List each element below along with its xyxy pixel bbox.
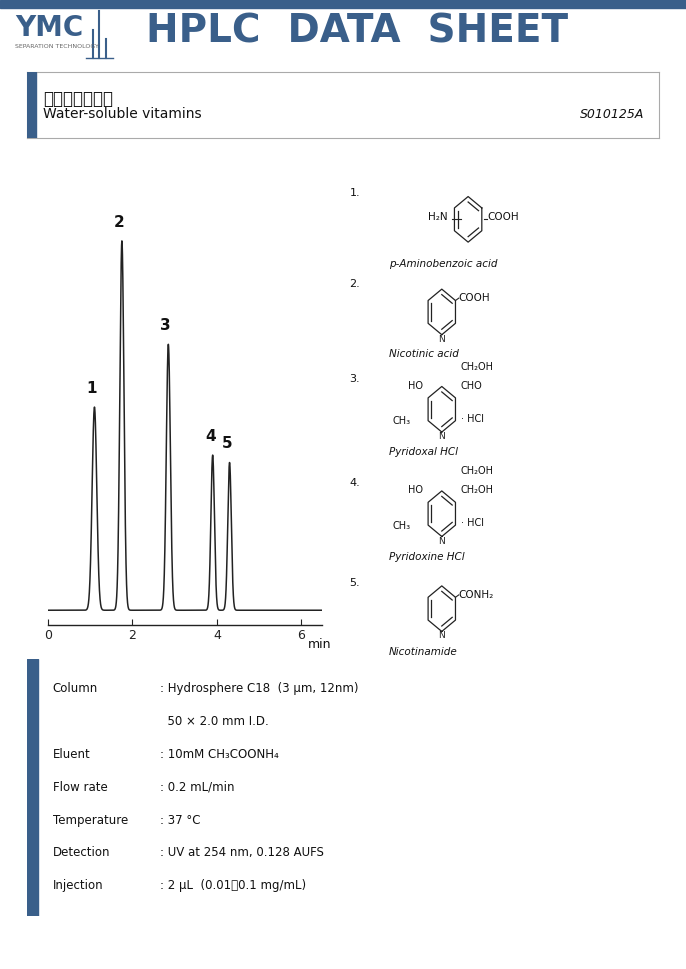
Text: : 37 °C: : 37 °C <box>160 814 200 827</box>
Text: Eluent: Eluent <box>53 748 91 761</box>
Text: COOH: COOH <box>459 294 490 303</box>
Text: 1.: 1. <box>350 188 360 199</box>
Bar <box>27 659 38 916</box>
Text: · HCl: · HCl <box>461 518 484 528</box>
Bar <box>27 72 36 138</box>
Text: CH₃: CH₃ <box>392 520 410 531</box>
Text: HO: HO <box>407 484 423 495</box>
Text: CH₃: CH₃ <box>392 416 410 426</box>
Text: N: N <box>438 632 445 641</box>
Text: CONH₂: CONH₂ <box>459 590 494 600</box>
Text: Column: Column <box>53 682 98 695</box>
Text: SEPARATION TECHNOLOGY: SEPARATION TECHNOLOGY <box>15 44 99 49</box>
Text: min: min <box>307 638 331 651</box>
Text: : 0.2 mL/min: : 0.2 mL/min <box>160 781 235 794</box>
Text: Flow rate: Flow rate <box>53 781 108 794</box>
Text: Nicotinamide: Nicotinamide <box>389 646 458 657</box>
Text: · HCl: · HCl <box>461 414 484 423</box>
Text: H₂N: H₂N <box>428 212 448 222</box>
Text: 2: 2 <box>114 215 125 230</box>
Text: CH₂OH: CH₂OH <box>461 466 494 476</box>
Text: : 2 μL  (0.01～0.1 mg/mL): : 2 μL (0.01～0.1 mg/mL) <box>160 879 306 892</box>
Text: 3.: 3. <box>350 374 360 384</box>
Text: 4: 4 <box>205 429 215 444</box>
Text: 50 × 2.0 mm I.D.: 50 × 2.0 mm I.D. <box>160 715 269 728</box>
Text: HPLC  DATA  SHEET: HPLC DATA SHEET <box>145 13 568 50</box>
Text: COOH: COOH <box>487 212 519 222</box>
Text: N: N <box>438 537 445 546</box>
Text: Nicotinic acid: Nicotinic acid <box>389 349 459 359</box>
Text: p-Aminobenzoic acid: p-Aminobenzoic acid <box>389 259 497 268</box>
Text: 5.: 5. <box>350 578 360 588</box>
Text: Pyridoxal HCl: Pyridoxal HCl <box>389 448 458 457</box>
Text: Temperature: Temperature <box>53 814 128 827</box>
Bar <box>0 0 686 8</box>
Text: YMC: YMC <box>15 14 83 42</box>
Text: S010125A: S010125A <box>580 109 645 121</box>
Text: Injection: Injection <box>53 879 104 892</box>
Text: N: N <box>438 432 445 441</box>
Text: Pyridoxine HCl: Pyridoxine HCl <box>389 551 464 562</box>
Text: 水溶性ビタミン: 水溶性ビタミン <box>43 90 113 109</box>
Text: 5: 5 <box>222 436 233 452</box>
Text: 4.: 4. <box>350 478 360 488</box>
Text: Detection: Detection <box>53 846 110 860</box>
Text: 2.: 2. <box>350 279 360 289</box>
Text: : UV at 254 nm, 0.128 AUFS: : UV at 254 nm, 0.128 AUFS <box>160 846 324 860</box>
Text: CH₂OH: CH₂OH <box>461 361 494 371</box>
Text: 3: 3 <box>161 318 171 333</box>
Text: HO: HO <box>407 381 423 391</box>
Text: CHO: CHO <box>461 381 483 391</box>
Text: 1: 1 <box>86 381 97 396</box>
Text: Water-soluble vitamins: Water-soluble vitamins <box>43 108 202 121</box>
Text: : Hydrosphere C18  (3 μm, 12nm): : Hydrosphere C18 (3 μm, 12nm) <box>160 682 359 695</box>
Text: : 10mM CH₃COONH₄: : 10mM CH₃COONH₄ <box>160 748 279 761</box>
Text: CH₂OH: CH₂OH <box>461 484 494 495</box>
Text: N: N <box>438 334 445 344</box>
